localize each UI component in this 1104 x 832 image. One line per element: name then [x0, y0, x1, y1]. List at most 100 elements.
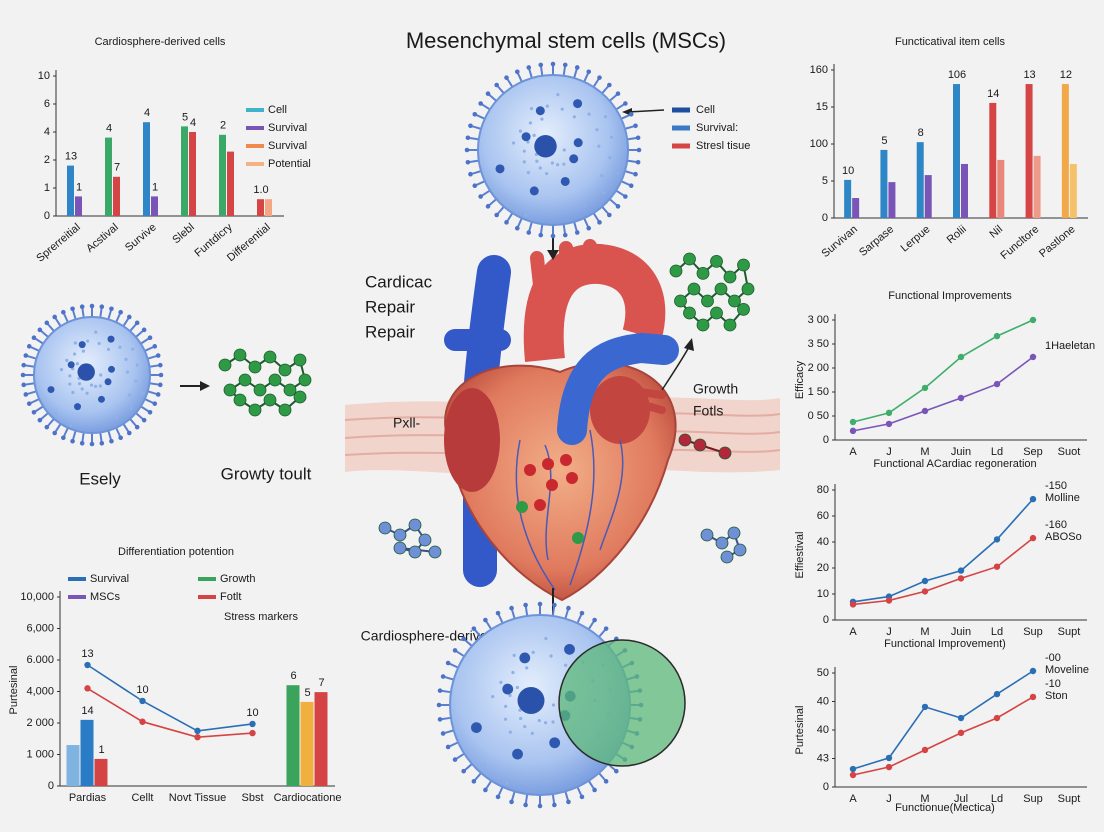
bar [66, 745, 80, 786]
cell-spike-tip [26, 344, 32, 349]
cell-spike-tip [478, 101, 483, 106]
cell-spike [81, 307, 85, 318]
cell-spike [471, 125, 482, 130]
cell-spike-tip [550, 61, 556, 67]
legend-swatch [198, 577, 216, 581]
cell-spike-tip [635, 135, 641, 141]
cell-spike [62, 312, 69, 323]
cell-spike-tip [550, 233, 556, 239]
cell-spike-tip [44, 320, 50, 326]
point [84, 661, 91, 669]
cell-vesicle [564, 643, 575, 655]
cell-vesicle [107, 335, 115, 343]
cell-texture [68, 382, 72, 386]
cell-spike-tip [526, 65, 532, 70]
cell-spike [455, 752, 465, 760]
bar [227, 151, 234, 216]
cell-texture [597, 144, 601, 148]
cell-texture [504, 704, 508, 708]
cell-spike-tip [141, 417, 147, 423]
cell-vesicle [569, 154, 579, 164]
cell-spike-tip [465, 135, 471, 141]
cell-spike-tip [635, 159, 641, 165]
cell-texture [556, 92, 560, 97]
molecule-atom [683, 306, 696, 320]
cell-spike-tip [495, 794, 501, 800]
x-tick-label: Cellt [131, 792, 153, 804]
cell-spike [463, 763, 473, 772]
cell-texture [77, 382, 82, 386]
cell-spike [506, 212, 514, 223]
bar-label: 4 [144, 107, 150, 119]
molecule-atom [710, 254, 723, 268]
bar [989, 102, 997, 218]
x-tick-label: A [849, 626, 857, 638]
cell-spike [497, 613, 504, 624]
bar-label: 1 [152, 181, 158, 193]
x-tick-label: Juin [951, 446, 971, 458]
point [1029, 667, 1037, 675]
cell-spike-tip [592, 617, 597, 623]
x-tick-label: J [886, 446, 892, 458]
molecule-atom [683, 252, 696, 266]
cell-texture [515, 685, 519, 690]
cell-spike [496, 206, 505, 215]
x-tick-label: Sep [1023, 446, 1043, 458]
chart-title: Functicatival item cells [895, 36, 1006, 48]
cell-spike-tip [437, 688, 443, 693]
molecule-atom [714, 282, 728, 296]
cell-texture [54, 412, 58, 416]
point [921, 577, 929, 585]
cell-texture [551, 720, 555, 724]
bar [924, 175, 932, 218]
series-tag: -10 [1045, 678, 1061, 690]
cell-spike [598, 628, 607, 638]
x-axis-label: Functional ACardiac regoneration [873, 458, 1036, 470]
cell-spike [485, 620, 493, 630]
y-tick-label: 60 [817, 510, 829, 522]
bar [151, 196, 158, 216]
growth-label: Growth [693, 381, 738, 397]
cell-spike [54, 317, 62, 327]
cell-texture [564, 663, 568, 667]
cell-spike [448, 741, 459, 748]
cell-texture [616, 172, 620, 176]
cell-texture [512, 653, 516, 657]
molecule-atom [723, 270, 737, 284]
nucleus [517, 687, 545, 714]
bar-label: 14 [81, 705, 93, 717]
cell-spike-tip [514, 69, 520, 75]
y-tick-label: 4 [44, 126, 50, 138]
molecule-atom [696, 266, 710, 280]
bar-label: 2 [220, 120, 226, 132]
legend-swatch [246, 108, 264, 112]
bar [888, 182, 896, 218]
cell-spike [601, 206, 610, 215]
x-tick-label: M [920, 793, 929, 805]
bar [852, 198, 860, 218]
cell-spike [615, 189, 626, 197]
cell-texture [528, 121, 533, 125]
cell-spike-tip [152, 344, 158, 349]
point-label: 10 [136, 684, 148, 696]
cell-spike [107, 309, 113, 320]
bar [265, 199, 272, 216]
cell-spike-tip [607, 212, 612, 218]
cell-spike-tip [597, 220, 602, 225]
cell-spike-tip [485, 204, 491, 209]
cell-spike-tip [592, 787, 597, 793]
red-dot [560, 454, 572, 466]
cell-texture [576, 770, 580, 774]
cell-spike-tip [485, 91, 491, 96]
cell-spike-tip [562, 62, 568, 68]
cell-spike [71, 309, 77, 320]
cell-texture [85, 391, 89, 395]
y-tick-label: 10 [38, 70, 50, 82]
x-tick-label: Juin [951, 626, 971, 638]
legend-label: Stresl tisue [696, 140, 750, 152]
cell-spike [609, 93, 618, 102]
y-tick-label: 1 [44, 182, 50, 194]
chart-title: Functional Improvements [888, 290, 1012, 302]
x-tick-label: Ld [991, 793, 1003, 805]
bar-label: 5 [182, 111, 188, 123]
